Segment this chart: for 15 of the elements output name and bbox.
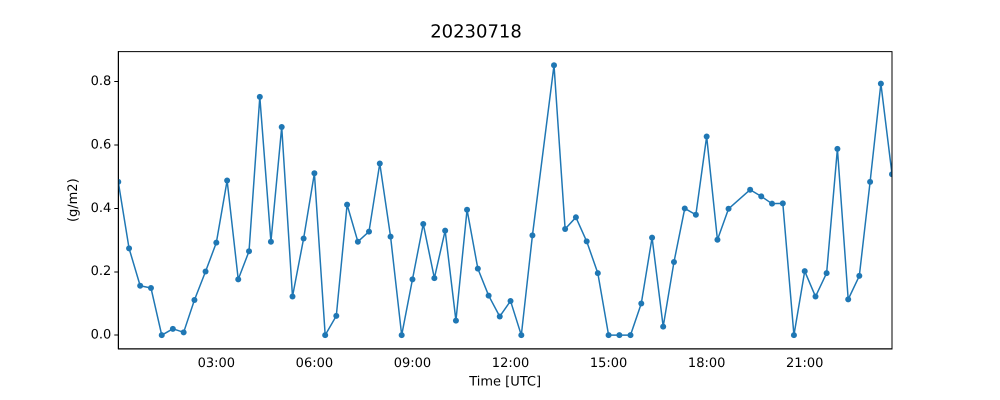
x-axis-title: Time [UTC] bbox=[468, 374, 542, 390]
y-tick-label: 0.0 bbox=[90, 328, 112, 343]
y-tick-label: 0.2 bbox=[90, 264, 112, 280]
x-tick-label: 12:00 bbox=[492, 356, 530, 371]
y-tick-label: 0.4 bbox=[90, 200, 112, 216]
x-tick-label: 21:00 bbox=[786, 356, 824, 371]
chart-title: 20230718 bbox=[430, 21, 522, 42]
x-tick-label: 09:00 bbox=[394, 356, 432, 371]
x-tick-label: 06:00 bbox=[296, 356, 334, 371]
y-tick-label: 0.8 bbox=[90, 74, 112, 90]
x-tick-label: 15:00 bbox=[590, 356, 628, 371]
x-tick-label: 03:00 bbox=[198, 356, 236, 371]
x-tick-label: 18:00 bbox=[688, 356, 726, 371]
y-axis-title: (g/m2) bbox=[66, 178, 82, 222]
y-tick-label: 0.6 bbox=[90, 137, 112, 152]
